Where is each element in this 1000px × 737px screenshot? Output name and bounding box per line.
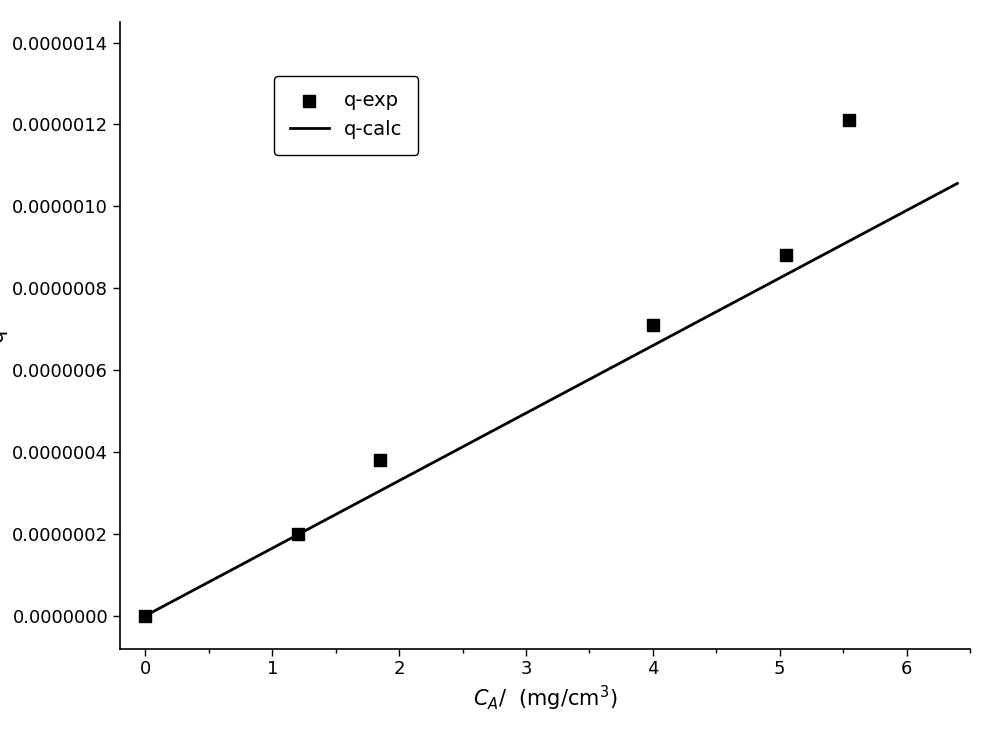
q-exp: [645, 319, 661, 331]
q-exp: [372, 454, 388, 466]
X-axis label: $C_{A}$/  (mg/cm$^{3}$): $C_{A}$/ (mg/cm$^{3}$): [473, 684, 617, 713]
q-exp: [290, 528, 306, 539]
q-exp: [841, 114, 857, 126]
Y-axis label: q: q: [0, 329, 7, 342]
q-exp: [137, 610, 153, 622]
q-exp: [778, 250, 794, 262]
Legend: q-exp, q-calc: q-exp, q-calc: [274, 76, 418, 155]
